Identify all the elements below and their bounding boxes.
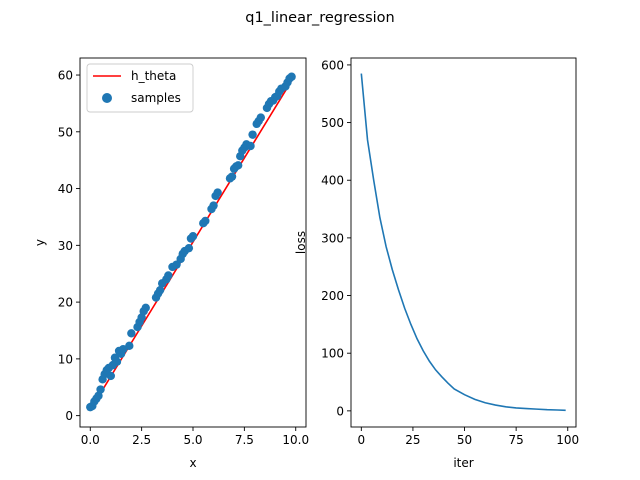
y-tick-label: 60 <box>58 69 73 83</box>
sample-point <box>127 329 136 338</box>
y-tick-label: 20 <box>58 296 73 310</box>
y-tick-label: 30 <box>58 239 73 253</box>
axes-frame <box>350 57 577 428</box>
sample-point <box>141 303 150 312</box>
loss-axes: 0 25 50 75 100 0 100 200 300 400 500 600 iter loss <box>294 57 579 470</box>
sample-point <box>112 357 122 366</box>
x-tick-label: 7.5 <box>235 433 254 447</box>
y-tick-label: 0 <box>65 409 73 423</box>
sample-point <box>164 271 173 280</box>
sample-point <box>96 385 105 394</box>
sample-point <box>287 72 296 81</box>
sample-point <box>256 113 265 122</box>
sample-point <box>106 371 116 381</box>
legend-label-h-theta: h_theta <box>131 69 176 83</box>
sample-point <box>209 201 218 210</box>
y-tick-label: 0 <box>336 404 344 418</box>
sample-point <box>118 345 128 354</box>
y-tick-label: 300 <box>321 231 344 245</box>
sample-point <box>125 341 134 351</box>
sample-point <box>201 216 210 226</box>
x-axis-label: x <box>189 456 196 470</box>
figure-suptitle: q1_linear_regression <box>245 10 394 26</box>
y-tick-label: 500 <box>321 116 344 130</box>
x-tick-label: 10.0 <box>282 433 309 447</box>
y-tick-label: 10 <box>58 352 73 366</box>
sample-point <box>155 285 165 295</box>
loss-line <box>360 73 566 412</box>
y-tick-label: 600 <box>321 58 344 72</box>
x-tick-label: 25 <box>405 433 420 447</box>
x-tick-label: 0.0 <box>81 433 100 447</box>
y-tick-label: 50 <box>58 125 73 139</box>
legend-label-samples: samples <box>131 91 181 105</box>
x-tick-label: 0 <box>358 433 366 447</box>
x-axis-label: iter <box>453 456 473 470</box>
x-tick-label: 75 <box>508 433 523 447</box>
y-axis-label: loss <box>294 231 308 254</box>
sample-point <box>213 188 222 197</box>
y-tick-label: 400 <box>321 174 344 188</box>
x-tick-label: 5.0 <box>183 433 202 447</box>
sample-point <box>246 141 255 151</box>
y-tick-label: 100 <box>321 347 344 361</box>
y-tick-label: 200 <box>321 289 344 303</box>
plot-area <box>351 58 576 427</box>
x-tick-label: 2.5 <box>132 433 151 447</box>
sample-point <box>234 161 243 170</box>
x-tick-label: 100 <box>556 433 579 447</box>
x-tick-label: 50 <box>457 433 472 447</box>
regression-axes: 0.0 2.5 5.0 7.5 10.0 0 10 20 30 40 50 60 x y h_thetasa… <box>33 57 309 470</box>
legend-point-swatch <box>102 93 112 103</box>
sample-point <box>184 243 194 253</box>
y-tick-label: 40 <box>58 182 73 196</box>
sample-point <box>188 232 198 241</box>
y-axis-label: y <box>33 239 47 246</box>
sample-point <box>248 130 257 139</box>
sample-point <box>227 172 237 181</box>
